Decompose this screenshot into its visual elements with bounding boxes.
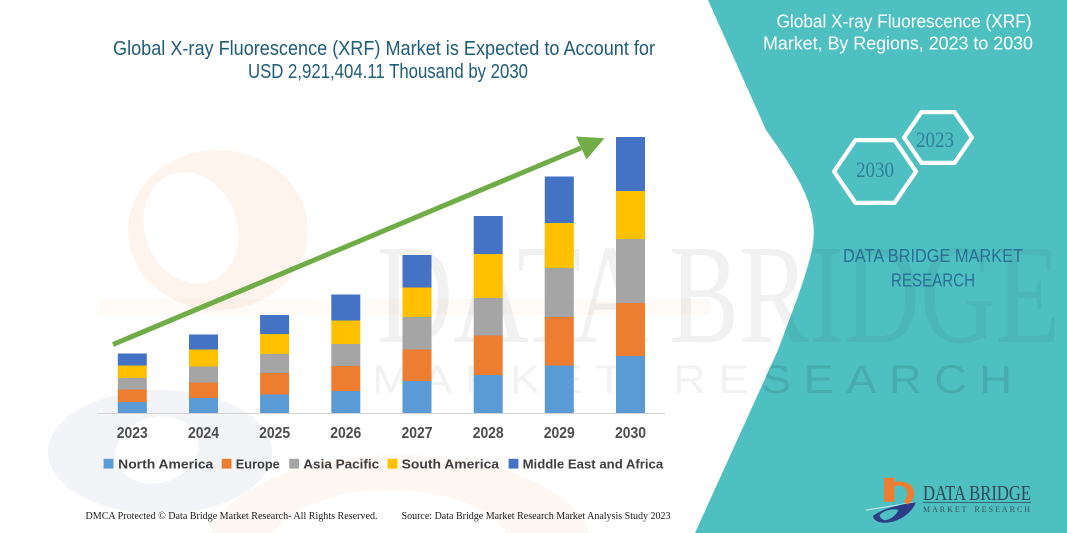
svg-text:2023: 2023 — [916, 127, 954, 152]
svg-text:DMCA Protected © Data Bridge M: DMCA Protected © Data Bridge Market Rese… — [86, 510, 378, 522]
svg-text:Global X-ray Fluorescence (XRF: Global X-ray Fluorescence (XRF) Market i… — [113, 38, 655, 60]
svg-text:M A R K E T R E S E A R C H: M A R K E T R E S E A R C H — [923, 504, 1030, 514]
svg-text:Global X-ray Fluorescence (XRF: Global X-ray Fluorescence (XRF) — [777, 12, 1032, 32]
svg-text:South America: South America — [402, 456, 500, 471]
svg-text:2027: 2027 — [402, 425, 433, 442]
svg-text:2026: 2026 — [330, 425, 361, 442]
svg-text:2030: 2030 — [615, 425, 646, 442]
svg-text:DATA BRIDGE: DATA BRIDGE — [923, 481, 1031, 505]
svg-text:North America: North America — [118, 456, 214, 471]
svg-text:DATA BRIDGE MARKET: DATA BRIDGE MARKET — [843, 245, 1023, 266]
svg-text:Europe: Europe — [236, 456, 280, 471]
svg-text:USD 2,921,404.11 Thousand by 2: USD 2,921,404.11 Thousand by 2030 — [248, 61, 528, 83]
svg-text:2025: 2025 — [259, 425, 290, 442]
svg-text:2030: 2030 — [856, 157, 894, 182]
svg-text:2024: 2024 — [188, 425, 219, 442]
svg-text:Market, By Regions, 2023 to 20: Market, By Regions, 2023 to 2030 — [763, 34, 1033, 54]
svg-text:Middle East and Africa: Middle East and Africa — [523, 456, 664, 471]
svg-text:Source: Data Bridge Market Res: Source: Data Bridge Market Research Mark… — [402, 510, 671, 522]
svg-text:Asia Pacific: Asia Pacific — [303, 456, 379, 471]
svg-text:2029: 2029 — [544, 425, 575, 442]
svg-text:2023: 2023 — [117, 425, 148, 442]
svg-text:2028: 2028 — [473, 425, 504, 442]
svg-text:RESEARCH: RESEARCH — [891, 270, 975, 291]
